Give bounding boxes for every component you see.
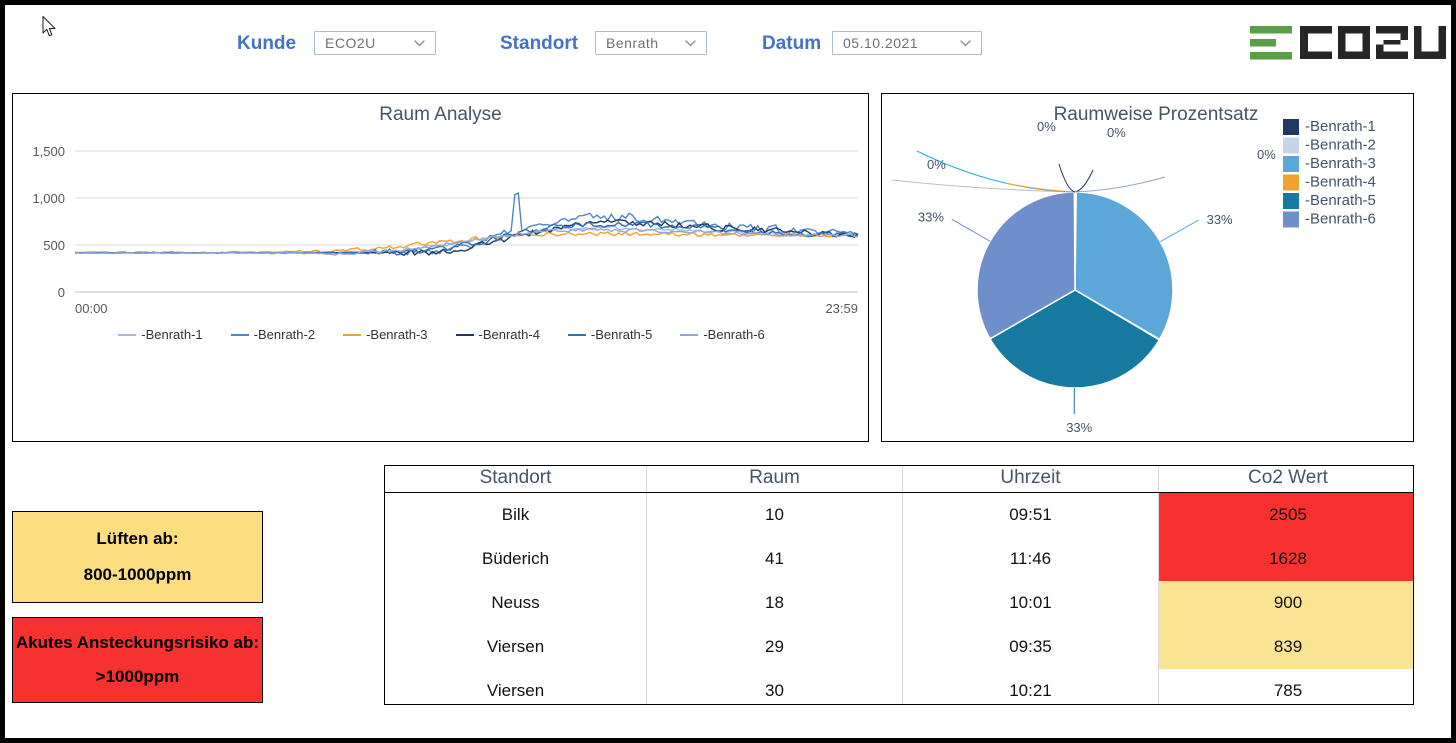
svg-text:1,000: 1,000 (32, 191, 65, 206)
svg-text:-Benrath-5: -Benrath-5 (1305, 192, 1376, 209)
svg-text:23:59: 23:59 (825, 301, 858, 316)
svg-text:0%: 0% (1107, 125, 1126, 140)
svg-text:-Benrath-3: -Benrath-3 (1305, 155, 1376, 172)
svg-text:-Benrath-6: -Benrath-6 (1305, 211, 1376, 228)
svg-text:33%: 33% (918, 209, 944, 224)
svg-text:-Benrath-2: -Benrath-2 (1305, 137, 1376, 154)
svg-text:0%: 0% (1257, 147, 1276, 162)
svg-text:00:00: 00:00 (75, 301, 108, 316)
svg-text:-Benrath-4: -Benrath-4 (1305, 174, 1376, 191)
svg-text:500: 500 (43, 238, 65, 253)
svg-text:33%: 33% (1066, 420, 1092, 435)
svg-text:1,500: 1,500 (32, 144, 65, 159)
svg-text:0: 0 (58, 285, 65, 300)
svg-text:33%: 33% (1207, 212, 1233, 227)
svg-text:0%: 0% (927, 157, 946, 172)
